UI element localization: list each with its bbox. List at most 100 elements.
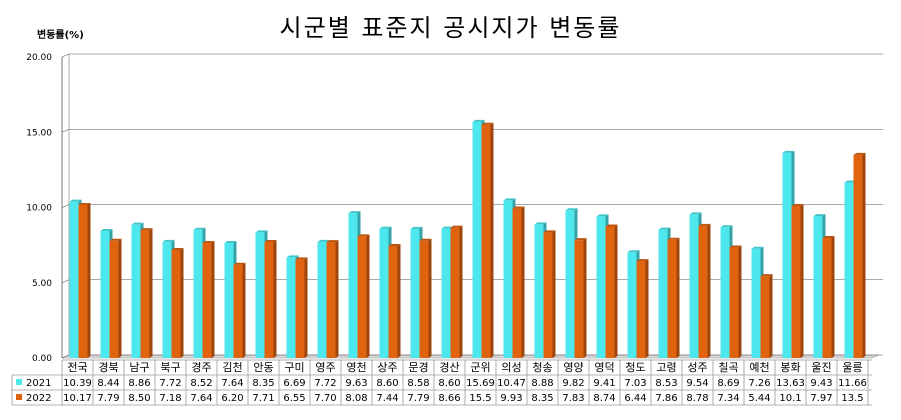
gridline-diag [61,53,70,58]
data-label-2021: 8.69 [717,378,739,389]
bar-2022 [109,240,119,358]
bar-2022 [729,247,739,358]
x-tick-label: 구미 [284,361,304,374]
bar-top-2022 [605,224,618,227]
data-label-2021: 10.39 [63,378,92,389]
data-label-2022: 7.70 [314,393,336,404]
data-label-2022: 6.55 [283,393,305,404]
bar-top-2021 [503,198,516,201]
data-label-2021: 7.72 [314,378,336,389]
bar-2022 [760,276,770,358]
x-tick-label: 문경 [408,361,428,374]
bar-2022 [512,208,522,358]
bar-top-2021 [472,119,485,122]
data-label-2022: 7.64 [190,393,212,404]
bar-side-2022 [242,262,246,358]
bar-2021 [100,230,110,358]
bar-top-2022 [791,203,804,206]
bar-side-2022 [645,259,649,358]
bar-side-2022 [149,228,153,358]
bar-2022 [295,259,305,358]
bar-2022 [357,236,367,358]
x-tick-label: 예천 [749,360,769,374]
bar-top-2022 [636,259,649,262]
bar-side-2022 [769,274,773,358]
bar-side-2022 [738,245,742,358]
data-label-2021: 7.03 [624,378,646,389]
bar-top-2021 [534,222,547,225]
y-axis-label: 변동률(%) [37,30,84,41]
bar-2022 [233,264,243,358]
bar-2021 [565,210,575,358]
bar-2021 [348,213,358,358]
x-tick-label: 전국 [67,361,87,374]
legend-key-2021 [16,379,22,385]
bar-side-2022 [676,237,680,358]
bar-top-2022 [233,262,246,265]
bar-top-2021 [162,239,175,242]
data-label-2022: 7.18 [159,393,181,404]
bar-top-2021 [100,228,113,231]
bar-2022 [667,239,677,358]
x-tick-label: 봉화 [780,361,800,374]
bar-top-2021 [813,214,826,217]
bar-side-2022 [335,240,339,358]
bar-2022 [388,246,398,358]
bar-side-2022 [583,238,587,358]
data-label-2021: 7.26 [748,378,770,389]
bar-top-2022 [264,239,277,242]
bar-top-2021 [224,241,237,244]
bar-top-2022 [419,238,432,241]
x-tick-label: 고령 [656,361,676,374]
data-label-2021: 7.72 [159,378,181,389]
data-label-2021: 8.44 [97,378,119,389]
bar-2021 [720,227,730,358]
bar-side-2022 [862,152,866,358]
bar-2021 [813,216,823,358]
bar-top-2022 [822,236,835,239]
bar-top-2022 [729,245,742,248]
bar-side-2022 [614,224,618,358]
data-label-2021: 11.66 [838,378,867,389]
bar-top-2022 [481,122,494,125]
data-label-2022: 10.17 [63,393,92,404]
x-tick-label: 영양 [563,361,583,374]
bar-2022 [636,261,646,358]
bar-2021 [627,252,637,358]
data-label-2021: 8.60 [376,378,398,389]
bar-top-2021 [596,214,609,217]
x-tick-label: 의성 [501,361,521,374]
bar-2021 [69,201,79,358]
x-tick-label: 영천 [346,360,366,374]
x-tick-label: 군위 [470,361,490,374]
data-label-2021: 8.52 [190,378,212,389]
bar-2021 [441,228,451,358]
legend-label-2021: 2021 [26,378,51,389]
data-label-2022: 8.35 [531,393,553,404]
bar-2022 [853,154,863,358]
bar-2021 [844,182,854,358]
bar-side-2022 [87,202,91,358]
data-label-2021: 9.54 [686,378,708,389]
x-tick-label: 북구 [160,361,180,374]
bar-2022 [605,226,615,358]
gridline-diag [61,279,70,284]
bar-side-2022 [304,257,308,358]
bar-top-2022 [78,202,91,205]
bar-top-2021 [720,225,733,228]
bar-top-2022 [853,152,866,155]
bar-2022 [419,240,429,358]
bar-side-2022 [707,223,711,358]
bar-top-2022 [512,206,525,209]
x-tick-label: 울진 [811,361,831,374]
data-label-2022: 8.78 [686,393,708,404]
bar-top-2022 [543,230,556,233]
bar-top-2021 [565,208,578,211]
data-label-2021: 6.69 [283,378,305,389]
bar-2022 [791,205,801,358]
bar-top-2021 [627,250,640,253]
data-label-2021: 8.86 [128,378,150,389]
legend-label-2022: 2022 [26,393,51,404]
bar-top-2022 [140,228,153,231]
bar-side-2022 [397,244,401,358]
